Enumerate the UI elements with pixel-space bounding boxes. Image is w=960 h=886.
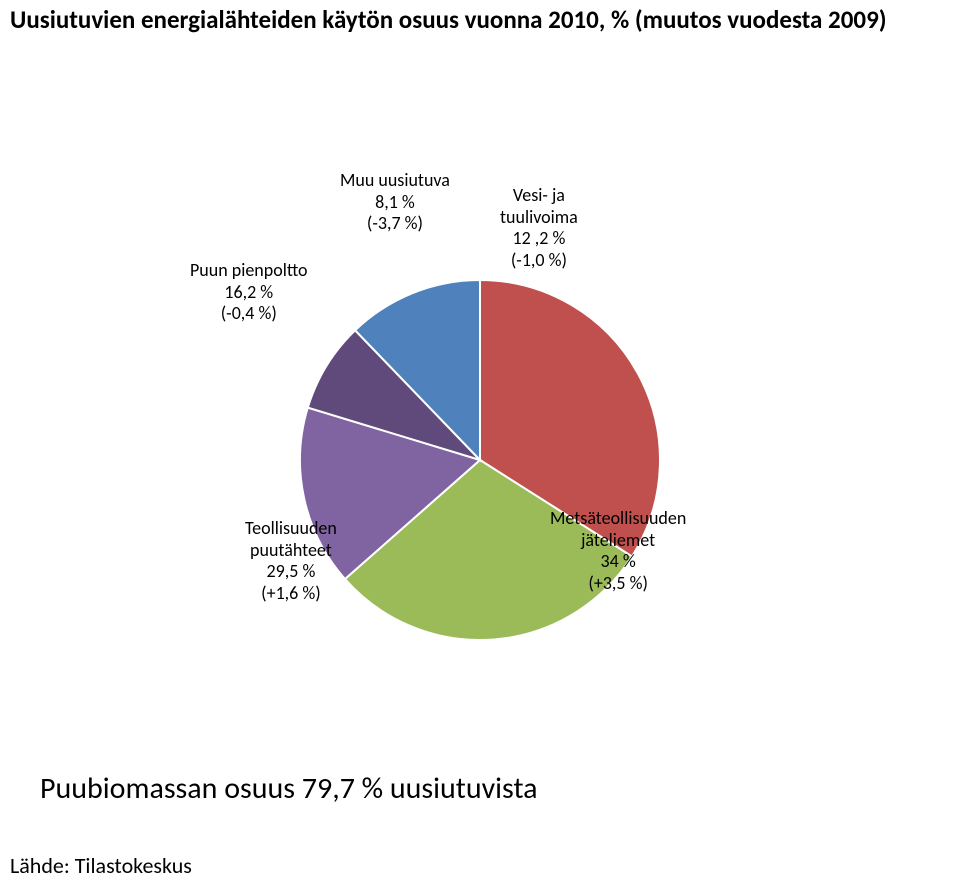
pie-label-line: puutähteet — [245, 540, 337, 562]
pie-label-vesi: Vesi- jatuulivoima12 ,2 %(-1,0 %) — [500, 185, 578, 271]
pie-label-line: (-0,4 %) — [190, 303, 308, 325]
source-line: Lähde: Tilastokeskus — [10, 852, 192, 879]
pie-label-line: 29,5 % — [245, 561, 337, 583]
pie-label-line: Vesi- ja — [500, 185, 578, 207]
pie-label-line: 16,2 % — [190, 282, 308, 304]
pie-label-line: Muu uusiutuva — [340, 170, 450, 192]
pie-label-line: 34 % — [550, 551, 686, 573]
pie-label-line: 8,1 % — [340, 192, 450, 214]
pie-label-line: Puun pienpoltto — [190, 260, 308, 282]
pie-label-line: (-1,0 %) — [500, 250, 578, 272]
pie-label-line: tuulivoima — [500, 207, 578, 229]
pie-label-line: Metsäteollisuuden — [550, 508, 686, 530]
pie-label-muu: Muu uusiutuva8,1 %(-3,7 %) — [340, 170, 450, 235]
pie-label-metsa: Metsäteollisuudenjäteliemet34 %(+3,5 %) — [550, 508, 686, 594]
pie-label-puun: Puun pienpoltto16,2 %(-0,4 %) — [190, 260, 308, 325]
pie-label-line: 12 ,2 % — [500, 228, 578, 250]
caption: Puubiomassan osuus 79,7 % uusiutuvista — [40, 770, 538, 807]
pie-label-line: (+3,5 %) — [550, 573, 686, 595]
page-title: Uusiutuvien energialähteiden käytön osuu… — [10, 4, 950, 35]
pie-label-line: jäteliemet — [550, 530, 686, 552]
pie-label-line: (+1,6 %) — [245, 583, 337, 605]
pie-label-line: (-3,7 %) — [340, 213, 450, 235]
pie-label-line: Teollisuuden — [245, 518, 337, 540]
page: Uusiutuvien energialähteiden käytön osuu… — [0, 0, 960, 886]
pie-chart: Metsäteollisuudenjäteliemet34 %(+3,5 %) T… — [180, 110, 780, 750]
pie-label-teoll: Teollisuudenpuutähteet29,5 %(+1,6 %) — [245, 518, 337, 604]
